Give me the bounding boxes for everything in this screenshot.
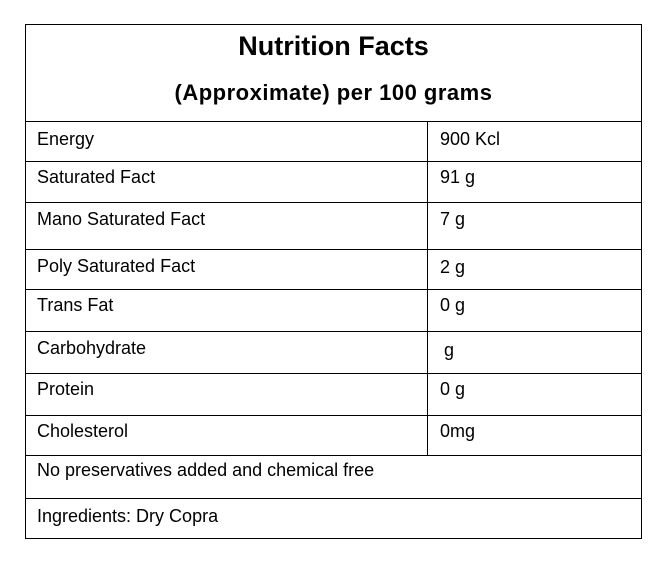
column-divider (427, 162, 428, 202)
nutrient-row-trans-fat: Trans Fat 0 g (26, 290, 641, 332)
column-divider (427, 122, 428, 161)
nutrient-row-saturated-fact: Saturated Fact 91 g (26, 162, 641, 203)
nutrient-row-protein: Protein 0 g (26, 374, 641, 416)
nutrient-row-mano-saturated-fact: Mano Saturated Fact 7 g (26, 203, 641, 250)
nutrient-name: Energy (37, 129, 95, 149)
nutrient-name: Mano Saturated Fact (37, 209, 206, 229)
nutrient-value: g (444, 340, 455, 360)
nutrient-name: Saturated Fact (37, 167, 156, 187)
nutrient-name: Poly Saturated Fact (37, 256, 196, 276)
nutrient-row-poly-saturated-fact: Poly Saturated Fact 2 g (26, 250, 641, 290)
panel-header: Nutrition Facts (Approximate) per 100 gr… (26, 25, 641, 122)
nutrient-row-carbohydrate: Carbohydrate g (26, 332, 641, 374)
nutrient-value: 900 Kcl (440, 129, 501, 149)
panel-title: Nutrition Facts (238, 31, 429, 61)
column-divider (427, 250, 428, 289)
ingredients-text: Ingredients: Dry Copra (37, 506, 219, 526)
column-divider (427, 374, 428, 415)
nutrient-name: Trans Fat (37, 295, 114, 315)
nutrient-value: 0 g (440, 379, 466, 399)
nutrient-value: 0mg (440, 421, 476, 441)
preservatives-note: No preservatives added and chemical free (37, 460, 375, 480)
nutrient-value: 2 g (440, 257, 466, 277)
nutrient-name: Carbohydrate (37, 338, 147, 358)
column-divider (427, 203, 428, 249)
preservatives-note-row: No preservatives added and chemical free (26, 456, 641, 499)
nutrition-facts-panel: Nutrition Facts (Approximate) per 100 gr… (25, 24, 642, 539)
nutrient-name: Cholesterol (37, 421, 129, 441)
panel-subtitle: (Approximate) per 100 grams (174, 80, 493, 105)
ingredients-row: Ingredients: Dry Copra (26, 499, 641, 540)
nutrient-value: 91 g (440, 167, 476, 187)
nutrient-row-energy: Energy 900 Kcl (26, 122, 641, 162)
column-divider (427, 290, 428, 331)
column-divider (427, 332, 428, 373)
nutrient-value: 0 g (440, 295, 466, 315)
nutrient-row-cholesterol: Cholesterol 0mg (26, 416, 641, 456)
nutrient-value: 7 g (440, 209, 466, 229)
column-divider (427, 416, 428, 455)
nutrient-name: Protein (37, 379, 95, 399)
